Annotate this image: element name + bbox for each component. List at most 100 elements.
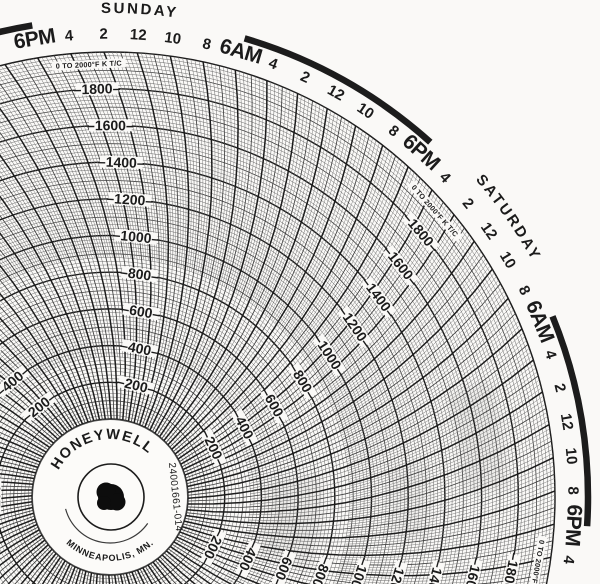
- time-arc: [187, 343, 529, 496]
- time-arc: [0, 402, 55, 444]
- value-label: –800–: [286, 360, 320, 402]
- center-hub: HONEYWELL MINNEAPOLIS, MN. 24001661-014: [32, 419, 188, 575]
- time-arc: [177, 166, 409, 460]
- grid-circle: [0, 143, 464, 584]
- svg-text:–1000–: –1000–: [112, 226, 160, 247]
- grid-circle: [0, 261, 346, 584]
- time-arc: [167, 57, 195, 370]
- time-arc: [325, 231, 468, 392]
- hub-ring: [77, 463, 145, 531]
- value-label: –400–: [0, 362, 33, 400]
- time-arc: [0, 348, 70, 431]
- time-arc: [342, 528, 554, 558]
- time-arc: [231, 79, 264, 291]
- time-arc: [187, 375, 539, 502]
- time-arc: [156, 74, 253, 436]
- grid-circle: [0, 154, 453, 584]
- grid-circle: [0, 191, 416, 584]
- grid-circle: [0, 283, 324, 584]
- smudge-arc: [387, 463, 430, 542]
- hour-label: 2: [550, 382, 568, 394]
- time-arc: [161, 55, 184, 368]
- grid-circle: [0, 216, 391, 584]
- grid-circle: [0, 180, 427, 584]
- grid-circle: [0, 352, 255, 584]
- time-arc: [173, 541, 262, 584]
- time-arc: [349, 412, 548, 496]
- grid-circle: [0, 271, 336, 584]
- night-span-bar: [549, 315, 592, 527]
- time-arc: [0, 224, 77, 362]
- grid-circle: [0, 73, 534, 584]
- svg-text:–400–: –400–: [119, 337, 161, 360]
- time-arc: [339, 294, 507, 429]
- grid-circle: [0, 136, 471, 584]
- value-label: –600–: [258, 385, 291, 427]
- time-arc: [49, 55, 122, 258]
- time-arc: [220, 140, 377, 412]
- time-arc: [245, 482, 555, 535]
- time-arc: [165, 100, 313, 443]
- grid-circle: [0, 55, 552, 584]
- time-arc: [348, 371, 538, 473]
- time-arc: [0, 323, 43, 375]
- hour-label: 8: [201, 35, 213, 53]
- time-arc: [243, 88, 287, 298]
- time-arc: [187, 359, 534, 499]
- time-arc: [248, 449, 553, 521]
- time-arc: [0, 215, 98, 421]
- time-arc: [0, 338, 73, 430]
- time-arc: [0, 366, 65, 434]
- time-arc: [349, 453, 554, 518]
- time-arc: [206, 104, 321, 397]
- time-arc: [0, 374, 63, 436]
- time-arc: [0, 200, 42, 268]
- time-arc: [33, 58, 113, 258]
- time-arc: [347, 355, 533, 464]
- grid-circle: [2, 389, 218, 584]
- time-arc: [0, 241, 72, 363]
- hour-label-major: 6AM: [521, 297, 558, 345]
- svg-text:–600–: –600–: [258, 385, 291, 427]
- time-arc: [345, 503, 556, 545]
- time-arc: [171, 125, 357, 450]
- grid-circle: [0, 253, 354, 584]
- time-arc: [0, 237, 25, 273]
- time-arc: [17, 61, 104, 258]
- time-arc: [249, 367, 537, 495]
- hour-label: 2: [459, 195, 477, 212]
- value-label: –1200–: [106, 190, 154, 209]
- grid-circle: [0, 176, 431, 584]
- time-arc: [145, 53, 174, 366]
- time-arc: [152, 65, 226, 432]
- time-arc: [321, 217, 457, 384]
- time-arc: [327, 237, 472, 396]
- grid-circle: [0, 99, 508, 584]
- time-arc: [332, 258, 486, 408]
- hour-label: 4: [436, 169, 455, 187]
- grid-circle: [0, 334, 273, 584]
- grid-circle: [0, 132, 475, 584]
- grid-circle: [0, 326, 281, 584]
- time-arc: [186, 440, 552, 519]
- time-arc: [0, 257, 67, 365]
- time-arc: [185, 254, 484, 479]
- night-span-bar: [0, 22, 33, 36]
- time-arc: [0, 195, 101, 420]
- time-arc: [338, 287, 503, 425]
- time-arc: [0, 102, 82, 259]
- time-arc: [268, 114, 339, 317]
- time-arc: [187, 297, 509, 488]
- grid-circle: [0, 378, 229, 584]
- time-arc: [0, 312, 47, 373]
- time-arc: [0, 170, 55, 264]
- value-label: –1200–: [335, 303, 375, 351]
- time-arc: [0, 205, 82, 361]
- time-arc: [0, 126, 73, 261]
- time-arc: [249, 416, 548, 510]
- time-arc: [0, 76, 91, 258]
- hub-open-arc: [65, 508, 149, 544]
- time-arc: [174, 145, 384, 455]
- time-arc: [8, 63, 100, 258]
